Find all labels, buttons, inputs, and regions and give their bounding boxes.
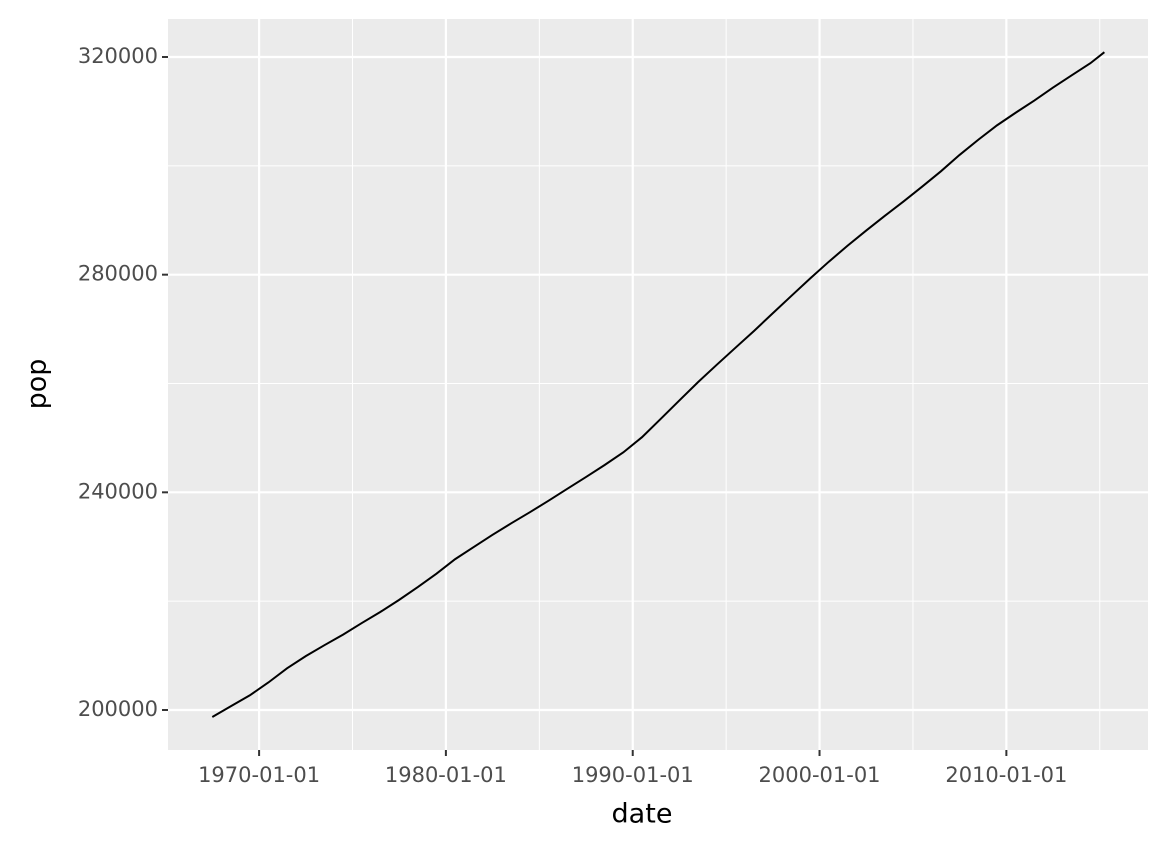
panel xyxy=(168,19,1148,750)
x-axis-title: date xyxy=(612,799,673,830)
marks xyxy=(211,51,1105,718)
line xyxy=(211,51,1105,718)
grid xyxy=(168,19,1148,750)
x-tick-label: 1970-01-01 xyxy=(198,763,320,787)
x-tick-label: 2010-01-01 xyxy=(945,763,1067,787)
y-tick-label: 320000 xyxy=(78,44,158,68)
x-tick-label: 1980-01-01 xyxy=(385,763,507,787)
x-tick-label: 2000-01-01 xyxy=(759,763,881,787)
y-tick-label: 200000 xyxy=(78,697,158,721)
y-tick-label: 240000 xyxy=(78,479,158,503)
y-axis-title: pop xyxy=(22,359,53,410)
x-tick-label: 1990-01-01 xyxy=(572,763,694,787)
y-tick-label: 280000 xyxy=(78,262,158,286)
